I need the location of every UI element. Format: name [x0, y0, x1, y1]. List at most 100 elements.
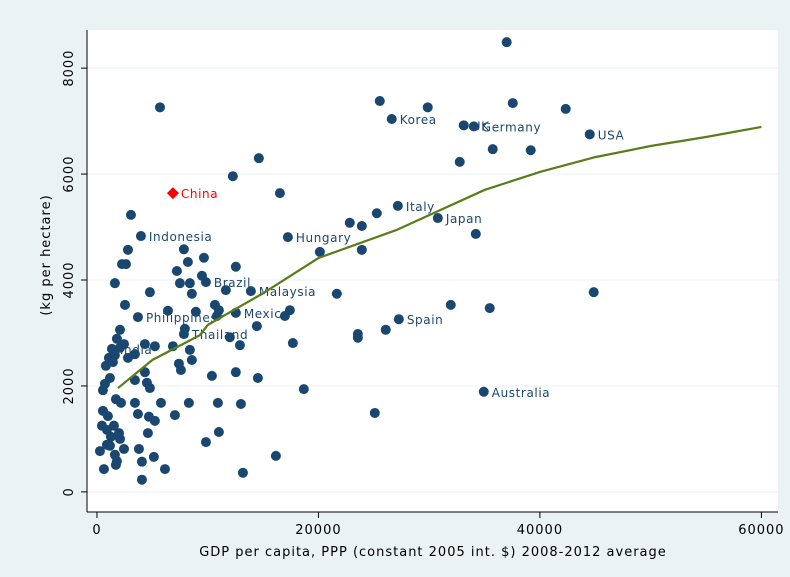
point [98, 464, 109, 475]
point-label: Malaysia [259, 285, 316, 299]
y-tick-label: 6000 [62, 156, 77, 193]
point-label: Spain [407, 313, 444, 327]
point [227, 171, 238, 182]
point [270, 450, 281, 461]
point [184, 278, 195, 289]
point [371, 208, 382, 219]
point [501, 37, 512, 48]
point [252, 372, 263, 383]
point [174, 278, 185, 289]
point [279, 311, 290, 322]
point [97, 385, 108, 396]
point [198, 252, 209, 263]
point [196, 270, 207, 281]
point [175, 365, 186, 376]
point [251, 321, 262, 332]
plot-area [87, 30, 778, 512]
point [129, 397, 140, 408]
point [171, 266, 182, 276]
point [245, 286, 256, 297]
point [287, 338, 298, 349]
point [155, 397, 166, 408]
point [525, 145, 536, 156]
point [110, 459, 121, 470]
point [149, 341, 160, 352]
point [144, 383, 155, 394]
point [190, 306, 201, 317]
point [105, 431, 116, 442]
point [458, 120, 469, 131]
y-tick-label: 4000 [62, 261, 77, 298]
y-tick-label: 0 [62, 487, 77, 496]
point [119, 299, 130, 310]
point [206, 370, 217, 381]
point [393, 314, 404, 325]
point [186, 288, 197, 299]
point [234, 340, 245, 351]
point [182, 256, 193, 267]
y-tick-label: 8000 [62, 50, 77, 87]
point [136, 474, 147, 485]
point [154, 102, 165, 113]
point [139, 367, 150, 378]
point [230, 261, 241, 272]
point [114, 324, 125, 335]
point [125, 209, 136, 220]
point [356, 220, 367, 231]
point [380, 324, 391, 335]
point [109, 278, 120, 289]
point [213, 427, 224, 438]
point [356, 244, 367, 255]
point [432, 213, 443, 224]
point-label: Germany [482, 120, 541, 134]
point [282, 232, 293, 243]
point [179, 323, 190, 334]
point [129, 349, 140, 360]
point [484, 303, 495, 314]
y-axis-title: (kg per hectare) [39, 194, 54, 315]
point [132, 312, 143, 323]
point [352, 332, 363, 343]
x-tick-label: 0 [92, 523, 101, 538]
point [183, 397, 194, 408]
point [169, 410, 180, 421]
point [104, 372, 115, 383]
point [102, 411, 113, 422]
point [560, 103, 571, 114]
point [314, 246, 325, 257]
point [235, 398, 246, 409]
point [588, 287, 599, 298]
point [374, 95, 385, 106]
x-tick-label: 60000 [738, 523, 784, 538]
point [104, 440, 115, 451]
point [470, 228, 481, 239]
point-label: Brazil [214, 276, 251, 290]
point [584, 129, 595, 140]
point [133, 443, 144, 454]
point [114, 342, 125, 353]
point [166, 187, 179, 200]
point [162, 305, 173, 316]
point [132, 409, 143, 420]
point [274, 188, 285, 199]
point [237, 467, 248, 478]
point [386, 113, 397, 124]
point [253, 153, 264, 164]
point [159, 464, 170, 475]
fit-line [117, 125, 762, 389]
point [186, 354, 197, 365]
x-tick-label: 40000 [517, 523, 563, 538]
point [200, 437, 211, 448]
point-label: Italy [406, 200, 435, 214]
point-label: Hungary [296, 231, 351, 245]
point [111, 333, 122, 344]
point-label: Philippines [146, 311, 217, 325]
point [114, 433, 125, 444]
point [507, 98, 518, 109]
point [392, 200, 403, 211]
point [139, 339, 150, 350]
point-label: Mexico [244, 307, 290, 321]
point-label: Indonesia [149, 230, 212, 244]
point [122, 244, 133, 255]
